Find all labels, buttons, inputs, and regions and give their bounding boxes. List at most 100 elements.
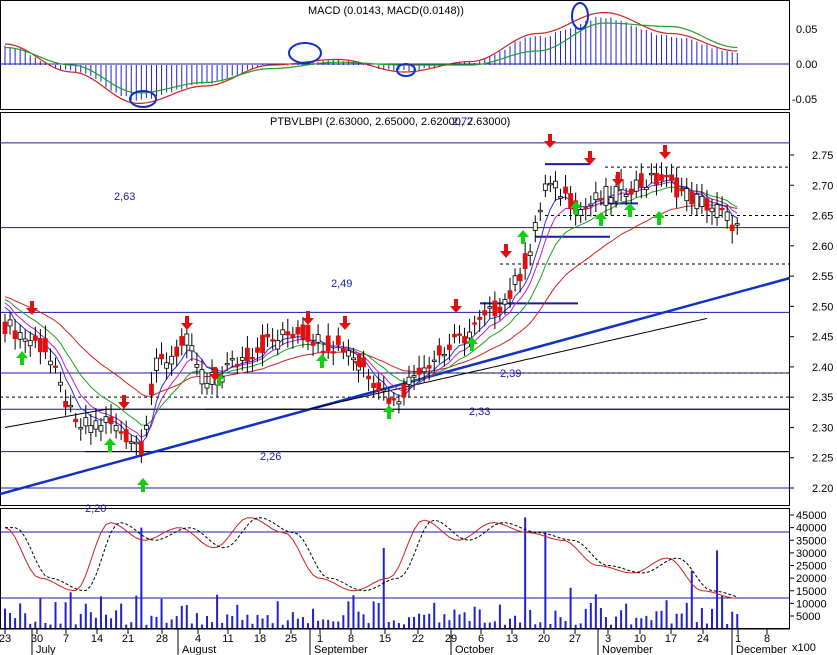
sell-arrow [353, 354, 365, 368]
candle [436, 345, 442, 356]
candle [305, 324, 311, 342]
candle [138, 441, 144, 456]
price-tick-label: 2.65 [812, 211, 833, 223]
candle [371, 382, 377, 388]
candle [204, 382, 210, 389]
candle [649, 172, 654, 176]
candle [376, 382, 382, 392]
candle [689, 191, 695, 205]
candle [310, 341, 316, 346]
x-tick-label: 8 [764, 633, 770, 645]
macd-tick: 0.05 [796, 24, 817, 36]
x-tick-label: 15 [379, 633, 391, 645]
x-tick-label: 3 [605, 633, 611, 645]
candle [239, 357, 245, 361]
x-tick-label: 6 [478, 633, 484, 645]
candle [381, 389, 387, 392]
level-label: 2,77 [452, 116, 473, 128]
candle [143, 425, 149, 430]
candle [118, 431, 124, 434]
sell-arrow [209, 367, 221, 381]
candle [548, 182, 553, 186]
macd-panel: MACD (0.0143, MACD(0.0148)) 0.05 0.00 -0… [0, 2, 817, 108]
sell-arrow [181, 316, 193, 330]
x-tick-label: 1 [735, 633, 741, 645]
candle [406, 376, 412, 385]
buy-arrow [137, 478, 149, 492]
candle [669, 174, 674, 181]
month-label: October [455, 644, 494, 655]
x-tick-label: 30 [31, 633, 43, 645]
candle [270, 339, 276, 342]
candle [300, 324, 306, 340]
candle [477, 316, 483, 320]
price-panel-frame [0, 112, 790, 506]
candle [583, 206, 589, 209]
candle [613, 186, 619, 202]
candle [224, 362, 230, 366]
candle [628, 188, 634, 195]
buy-arrow [517, 230, 529, 244]
x-tick-label: 27 [569, 633, 581, 645]
candle [58, 381, 63, 386]
candle [27, 340, 33, 347]
candle [149, 383, 154, 395]
buy-arrow [383, 405, 395, 419]
macd-title: MACD (0.0143, MACD(0.0148)) [308, 5, 464, 17]
month-label: August [182, 644, 216, 655]
level-label: 2,33 [469, 406, 490, 418]
candle [2, 321, 8, 335]
candle [684, 188, 690, 202]
sell-arrow [659, 145, 671, 159]
moving-average-magenta [4, 181, 738, 438]
candle [159, 353, 164, 360]
x-tick-label: 18 [254, 633, 266, 645]
candle [285, 331, 291, 336]
candle [411, 375, 417, 378]
candle [537, 209, 543, 213]
candle [633, 179, 639, 192]
candle [83, 417, 89, 427]
candle [194, 364, 200, 368]
candle [174, 346, 180, 357]
volume-tick-label: 30000 [796, 548, 827, 560]
price-tick-label: 2.70 [812, 180, 833, 192]
candle [386, 397, 392, 404]
volume-tick-label: 40000 [796, 523, 827, 535]
buy-arrow [16, 351, 28, 365]
volume-panel: 4500040000350003000025000200001500010000… [0, 510, 827, 654]
candle [189, 345, 195, 352]
candle [674, 177, 680, 198]
candle [32, 335, 38, 341]
sell-arrow [544, 134, 556, 148]
sell-arrow [118, 395, 130, 409]
candle [17, 332, 23, 340]
candle [426, 365, 432, 369]
candle [699, 195, 705, 207]
candle [664, 175, 669, 178]
candle [12, 330, 18, 340]
candle [679, 188, 685, 192]
volume-tick-label: 35000 [796, 535, 827, 547]
candle [704, 198, 710, 211]
candle [714, 204, 720, 218]
candle [401, 384, 407, 398]
candle [255, 347, 260, 353]
candle [608, 197, 614, 204]
buy-arrow [595, 212, 607, 226]
candle [78, 427, 84, 430]
stochastic-d-line [5, 517, 738, 598]
candle [457, 333, 462, 336]
candle [280, 329, 286, 336]
candle [179, 336, 185, 346]
candle [229, 358, 235, 361]
candle [250, 356, 255, 360]
candle [487, 306, 493, 309]
price-axis: 2.75 2.70 2.65 2.60 2.55 2.50 2.45 2.40 2.35 2.30… [790, 150, 833, 495]
candle [351, 357, 356, 361]
volume-unit: x100 [792, 642, 816, 654]
candle [603, 185, 609, 206]
volume-tick-label: 20000 [796, 573, 827, 585]
month-label: September [314, 644, 368, 655]
